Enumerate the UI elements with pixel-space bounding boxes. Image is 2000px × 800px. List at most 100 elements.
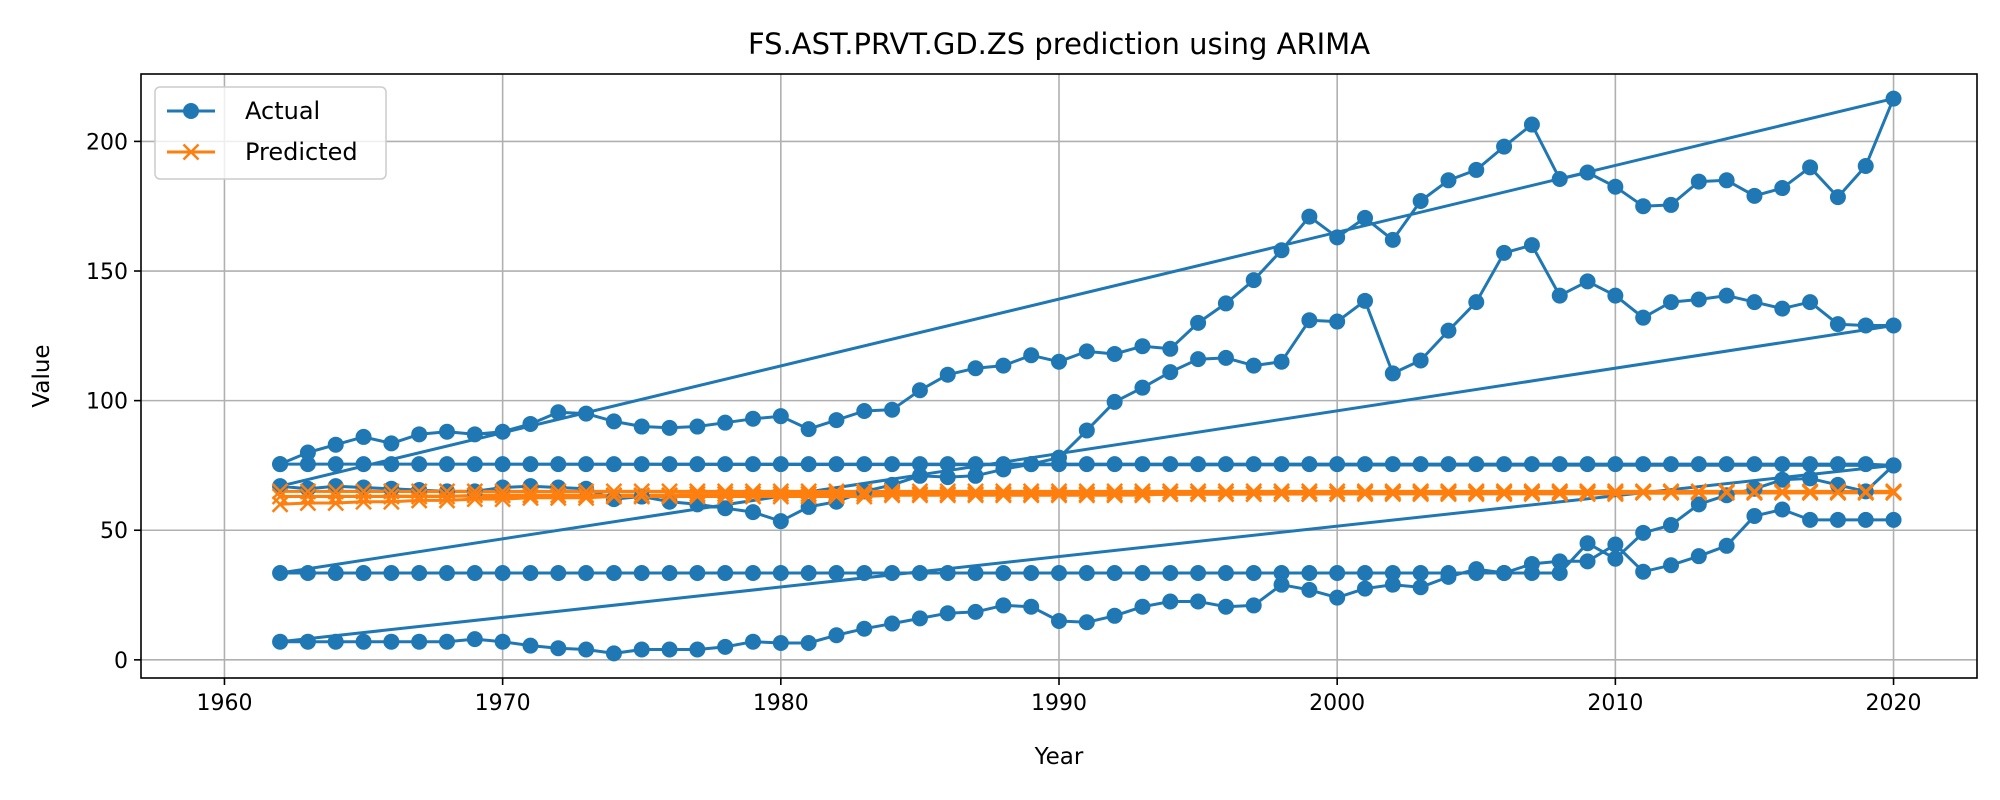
data-point-predicted — [1078, 485, 1096, 503]
x-marker-stroke — [1412, 482, 1430, 500]
data-point-actual — [939, 565, 956, 582]
data-point-actual — [1329, 565, 1346, 582]
x-tick-label: 1970 — [475, 691, 531, 716]
data-point-actual — [772, 635, 789, 652]
data-point-actual — [689, 418, 706, 435]
x-marker-stroke — [744, 482, 762, 500]
x-marker-stroke — [1801, 482, 1819, 500]
data-point-predicted — [1078, 482, 1096, 500]
x-marker-stroke — [327, 482, 345, 500]
data-point-actual — [466, 631, 483, 648]
data-point-actual — [550, 640, 567, 657]
data-point-actual — [689, 456, 706, 473]
data-point-actual — [1774, 471, 1791, 488]
data-point-actual — [745, 410, 761, 427]
data-point-actual — [1718, 287, 1735, 304]
data-point-predicted — [549, 482, 567, 500]
data-point-actual — [1663, 517, 1679, 534]
data-point-predicted — [1245, 485, 1263, 503]
data-point-actual — [1802, 159, 1819, 176]
data-point-actual — [1384, 565, 1401, 582]
data-point-predicted — [1134, 482, 1151, 500]
data-point-actual — [633, 456, 650, 473]
data-point-actual — [1051, 565, 1067, 582]
data-point-actual — [1885, 90, 1902, 107]
data-point-predicted — [744, 482, 762, 500]
data-point-actual — [967, 565, 984, 582]
data-point-actual — [1663, 196, 1679, 213]
x-marker-stroke — [716, 485, 734, 503]
x-marker-stroke — [522, 482, 539, 500]
data-point-actual — [299, 565, 316, 582]
x-marker-stroke — [800, 485, 818, 503]
data-point-actual — [466, 456, 483, 473]
data-point-actual — [800, 565, 817, 582]
data-point-actual — [1106, 345, 1123, 362]
data-point-actual — [1468, 161, 1485, 178]
data-point-actual — [1217, 295, 1234, 312]
x-marker-stroke — [494, 482, 512, 500]
data-point-actual — [1523, 456, 1540, 473]
data-point-actual — [1078, 565, 1095, 582]
x-marker-stroke — [1189, 482, 1207, 500]
data-point-actual — [411, 426, 428, 443]
data-point-predicted — [911, 485, 929, 503]
x-marker-stroke — [1078, 482, 1096, 500]
data-point-predicted — [299, 488, 317, 505]
data-point-actual — [1607, 178, 1624, 195]
data-point-actual — [1829, 316, 1846, 333]
x-marker-stroke — [688, 488, 706, 505]
data-point-predicted — [466, 486, 484, 504]
data-point-predicted — [1579, 482, 1596, 500]
data-point-predicted — [466, 490, 484, 508]
data-point-actual — [1051, 612, 1067, 629]
data-point-actual — [884, 456, 901, 473]
data-point-actual — [1718, 456, 1735, 473]
data-point-actual — [633, 418, 650, 435]
data-point-predicted — [828, 485, 845, 503]
x-marker-stroke — [1885, 482, 1902, 500]
data-point-actual — [1523, 555, 1540, 572]
x-marker-stroke — [1134, 482, 1151, 500]
data-point-actual — [550, 456, 567, 473]
data-point-actual — [1245, 272, 1262, 289]
data-point-predicted — [1634, 482, 1652, 500]
data-point-actual — [1301, 456, 1318, 473]
x-marker-stroke — [466, 486, 484, 504]
data-point-actual — [1746, 456, 1763, 473]
data-point-actual — [995, 565, 1012, 582]
data-point-actual — [1190, 456, 1207, 473]
data-point-actual — [745, 633, 761, 650]
data-point-predicted — [549, 489, 567, 507]
data-point-predicted — [1050, 482, 1068, 500]
x-marker-stroke — [382, 482, 400, 500]
x-marker-stroke — [744, 485, 762, 503]
data-point-actual — [1857, 456, 1874, 473]
x-marker-stroke — [883, 482, 901, 500]
x-marker-stroke — [605, 486, 623, 504]
data-point-actual — [1690, 548, 1707, 565]
data-point-actual — [1468, 561, 1485, 578]
data-point-actual — [272, 478, 289, 495]
data-point-predicted — [800, 482, 818, 500]
data-point-predicted — [800, 485, 818, 503]
data-point-actual — [1023, 598, 1040, 615]
data-point-predicted — [577, 489, 595, 507]
data-point-actual — [1496, 244, 1513, 261]
data-point-predicted — [522, 482, 539, 500]
x-marker-stroke — [1606, 482, 1624, 500]
x-marker-stroke — [1467, 482, 1485, 500]
data-point-actual — [1384, 365, 1401, 382]
data-point-actual — [1551, 553, 1568, 570]
data-point-actual — [299, 480, 316, 497]
x-marker-stroke — [688, 482, 706, 500]
data-point-actual — [494, 565, 511, 582]
data-point-predicted — [382, 482, 400, 500]
data-point-predicted — [1885, 482, 1902, 500]
x-marker-stroke — [271, 495, 289, 513]
data-point-actual — [1496, 456, 1513, 473]
data-point-predicted — [967, 482, 984, 500]
x-marker-stroke — [549, 489, 567, 507]
data-point-predicted — [1300, 482, 1318, 500]
data-point-actual — [772, 456, 789, 473]
